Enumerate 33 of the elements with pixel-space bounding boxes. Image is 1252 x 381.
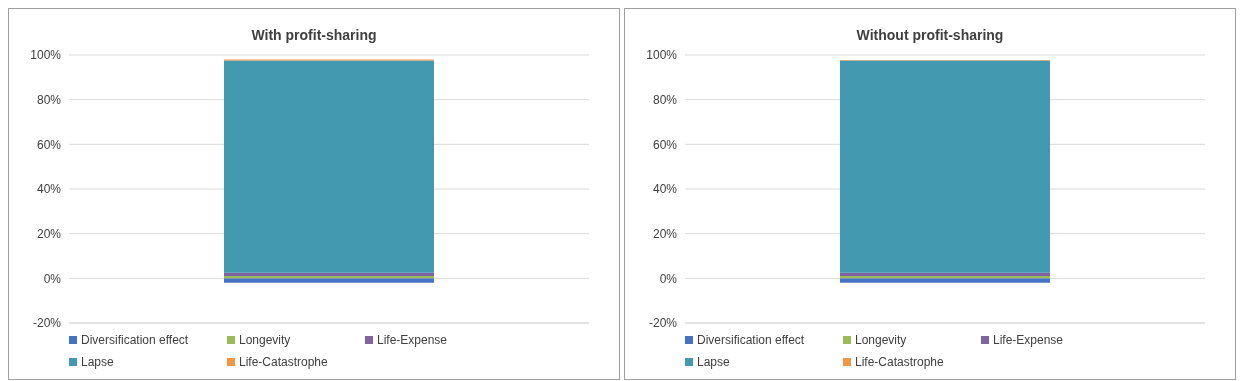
y-tick-label: 40% [652, 182, 678, 197]
legend-label: Life-Expense [993, 333, 1064, 347]
legend-label: Life-Catastrophe [239, 355, 328, 369]
bar [224, 278, 434, 283]
bar [840, 272, 1050, 277]
y-tick-label: 20% [36, 226, 62, 241]
y-tick-label: 0% [659, 271, 678, 286]
bar [224, 60, 434, 273]
y-tick-label: 60% [652, 137, 678, 152]
bar [840, 276, 1050, 279]
y-tick-label: 100% [646, 48, 678, 63]
legend-label: Life-Expense [377, 333, 448, 347]
y-tick-label: 20% [652, 226, 678, 241]
chart-title: Without profit-sharing [855, 27, 1005, 43]
legend-label: Diversification effect [81, 333, 189, 347]
legend-label: Life-Catastrophe [855, 355, 944, 369]
chart-title: With profit-sharing [250, 27, 378, 43]
legend-label: Longevity [239, 333, 291, 347]
y-tick-label: 0% [43, 271, 62, 286]
bar [840, 278, 1050, 283]
legend-label: Lapse [81, 355, 114, 369]
y-tick-label: 80% [652, 92, 678, 107]
y-tick-label: -20% [32, 316, 62, 331]
bar [840, 60, 1050, 273]
y-tick-label: 60% [36, 137, 62, 152]
y-tick-label: 100% [30, 48, 62, 63]
y-tick-label: 40% [36, 182, 62, 197]
y-tick-label: 80% [36, 92, 62, 107]
bar [224, 276, 434, 279]
legend-label: Lapse [697, 355, 730, 369]
legend-label: Longevity [855, 333, 907, 347]
y-tick-label: -20% [648, 316, 678, 331]
legend-label: Diversification effect [697, 333, 805, 347]
